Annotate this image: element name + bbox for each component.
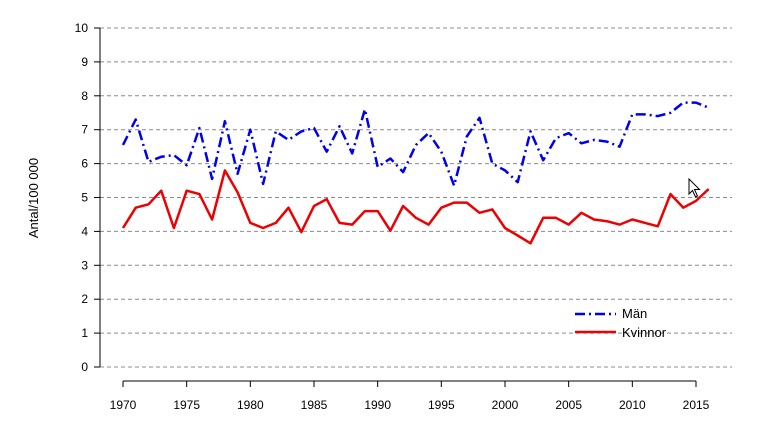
x-tick-label: 1975 — [173, 398, 200, 412]
x-tick-label: 2000 — [492, 398, 519, 412]
legend: Män Kvinnor — [575, 306, 667, 340]
y-tick-label: 10 — [75, 21, 89, 35]
x-tick-label: 1995 — [428, 398, 455, 412]
y-tick-label: 2 — [81, 292, 88, 306]
gridlines — [100, 27, 732, 368]
mouse-pointer-icon — [688, 178, 701, 198]
x-tick-label: 1980 — [237, 398, 264, 412]
x-tick-label: 2015 — [683, 398, 710, 412]
y-tick-label: 3 — [81, 258, 88, 272]
y-tick-label: 6 — [81, 157, 88, 171]
y-tick-label: 8 — [81, 89, 88, 103]
y-tick-label: 7 — [81, 123, 88, 137]
x-tick-label: 1970 — [110, 398, 137, 412]
y-axis-title: Antal/100 000 — [26, 158, 41, 238]
x-tick-label: 2005 — [555, 398, 582, 412]
series-line-1 — [121, 169, 710, 245]
series-line-0 — [121, 101, 710, 187]
y-tick-label: 5 — [81, 191, 88, 205]
y-tick-label: 4 — [81, 224, 88, 238]
series-group — [121, 101, 710, 245]
y-tick-label: 9 — [81, 55, 88, 69]
y-tick-label: 1 — [81, 326, 88, 340]
legend-label-man: Män — [622, 306, 647, 321]
x-tick-label: 1985 — [301, 398, 328, 412]
x-tick-label: 1990 — [364, 398, 391, 412]
legend-label-kvinnor: Kvinnor — [622, 325, 667, 340]
x-tick-label: 2010 — [619, 398, 646, 412]
y-axis: 0 1 2 3 4 5 6 7 8 9 10 — [75, 21, 101, 374]
x-axis: 1970 1975 1980 1985 1990 1995 2000 2005 2010 2015 — [110, 380, 710, 412]
y-tick-label: 0 — [81, 360, 88, 374]
